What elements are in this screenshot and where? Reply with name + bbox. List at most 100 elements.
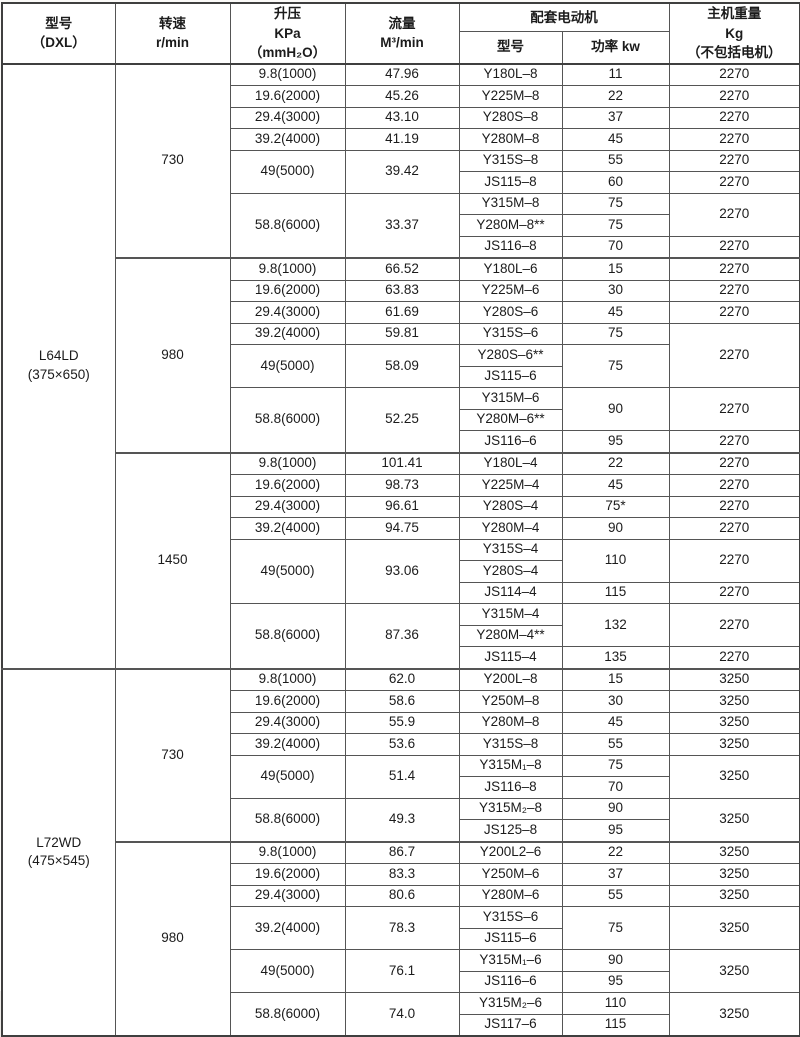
weight-cell: 2270 [668,474,800,497]
table-row: 19.6(2000) 83.3 Y250M–6 37 3250 [2,863,800,886]
power-cell: 55 [561,149,670,173]
table-row: 58.8(6000) 33.37 Y315M–8 75 2270 [2,192,800,259]
table-row: JS116–8 70 2270 [2,235,800,259]
table-row: JS116–6 95 2270 [2,430,800,454]
pressure-cell: 39.2(4000) [229,733,346,756]
pressure-cell: 19.6(2000) [229,85,346,108]
speed-cell: 980 [114,840,231,1037]
power-cell: 90 [561,949,670,972]
power-cell: 95 [561,430,670,454]
weight-cell: 2270 [668,451,800,476]
weight-cell: 3250 [668,667,800,692]
flow-cell: 58.09 [344,344,460,389]
table-row: 19.6(2000) 98.73 Y225M–4 45 2270 [2,474,800,497]
weight-cell: 3250 [668,884,800,908]
flow-cell: 96.61 [344,495,460,519]
weight-cell: 3250 [668,754,800,799]
header-motor-group: 配套电动机 [458,2,670,32]
pressure-cell: 29.4(3000) [229,106,346,130]
flow-cell: 45.26 [344,85,460,108]
pressure-cell: 49(5000) [229,538,346,605]
power-cell: 95 [561,819,670,843]
flow-cell: 78.3 [344,906,460,951]
table-row: 980 9.8(1000) 66.52 Y180L–6 15 2270 [2,257,800,454]
table-row: JS114–4 115 2270 [2,581,800,605]
power-cell: 70 [561,235,670,259]
flow-cell: 76.1 [344,949,460,994]
motor-model-cell: Y280M–4 [458,517,563,540]
weight-cell: 2270 [668,322,800,389]
motor-model-cell: Y315M–4 [458,603,563,626]
table-row: 58.8(6000) 49.3 Y315M₂–8 90 3250 [2,797,800,843]
motor-model-cell: Y225M–4 [458,474,563,497]
table-row: JS115–8 60 2270 [2,171,800,194]
motor-model-cell: JS114–4 [458,581,563,605]
weight-cell: 3250 [668,840,800,865]
motor-model-cell: Y200L–8 [458,667,563,692]
power-cell: 75 [561,754,670,778]
motor-model-cell: Y315S–8 [458,733,563,756]
motor-model-cell: JS115–8 [458,171,563,194]
flow-cell: 43.10 [344,106,460,130]
flow-cell: 62.0 [344,667,460,692]
speed-cell: 730 [114,667,231,843]
flow-cell: 101.41 [344,451,460,476]
motor-model-cell: Y315S–4 [458,538,563,562]
motor-model-cell: JS117–6 [458,1013,563,1037]
motor-model-cell: JS116–6 [458,970,563,994]
flow-cell: 93.06 [344,538,460,605]
header-speed: 转速 r/min [114,2,231,65]
power-cell: 75 [561,192,670,216]
weight-cell: 2270 [668,192,800,237]
table-row: 49(5000) 51.4 Y315M₁–8 75 3250 [2,754,800,799]
motor-model-cell: Y250M–8 [458,690,563,713]
table-body: L64LD (375×650) 730 9.8(1000) 47.96 Y180L–8 1… [1,63,800,1037]
motor-model-cell: JS116–8 [458,235,563,259]
model-cell: L64LD (375×650) [1,63,116,670]
table-row: 58.8(6000) 52.25 Y315M–6 90 2270 [2,387,800,454]
pressure-cell: 58.8(6000) [229,992,346,1037]
flow-cell: 61.69 [344,301,460,324]
power-cell: 30 [561,690,670,713]
weight-cell: 2270 [668,430,800,454]
table-row: 19.6(2000) 58.6 Y250M–8 30 3250 [2,690,800,713]
motor-model-cell: Y280M–8 [458,128,563,151]
motor-model-cell: JS115–4 [458,646,563,670]
motor-model-cell: Y250M–6 [458,863,563,886]
flow-cell: 58.6 [344,690,460,713]
power-cell: 75 [561,344,670,389]
speed-cell: 730 [114,63,231,259]
motor-model-cell: Y280S–6 [458,301,563,324]
power-cell: 90 [561,387,670,432]
flow-cell: 83.3 [344,863,460,886]
motor-model-cell: Y200L2–6 [458,840,563,865]
motor-model-cell: JS115–6 [458,365,563,389]
table-row: L72WD (475×545) 730 9.8(1000) 62.0 Y200L–8 15… [1,667,800,1037]
pressure-cell: 19.6(2000) [229,279,346,303]
pressure-cell: 29.4(3000) [229,884,346,908]
power-cell: 75 [561,322,670,346]
weight-cell: 3250 [668,906,800,951]
flow-cell: 59.81 [344,322,460,346]
power-cell: 45 [561,301,670,324]
flow-cell: 80.6 [344,884,460,908]
power-cell: 22 [561,451,670,476]
power-cell: 45 [561,474,670,497]
flow-cell: 66.52 [344,257,460,281]
motor-model-cell: Y315M₁–8 [458,754,563,778]
table-row: 39.2(4000) 94.75 Y280M–4 90 2270 [2,517,800,540]
power-cell: 45 [561,711,670,735]
pressure-cell: 9.8(1000) [229,667,346,692]
power-cell: 132 [561,603,670,648]
table-row: L64LD (375×650) 730 9.8(1000) 47.96 Y180L–8 1… [1,63,800,670]
flow-cell: 86.7 [344,840,460,865]
flow-cell: 63.83 [344,279,460,303]
motor-model-cell: Y315S–6 [458,322,563,346]
pressure-cell: 49(5000) [229,149,346,194]
flow-cell: 33.37 [344,192,460,259]
table-row: JS115–6 [2,927,800,951]
weight-cell: 2270 [668,257,800,281]
motor-model-cell: Y315M₂–6 [458,992,563,1015]
flow-cell: 49.3 [344,797,460,843]
